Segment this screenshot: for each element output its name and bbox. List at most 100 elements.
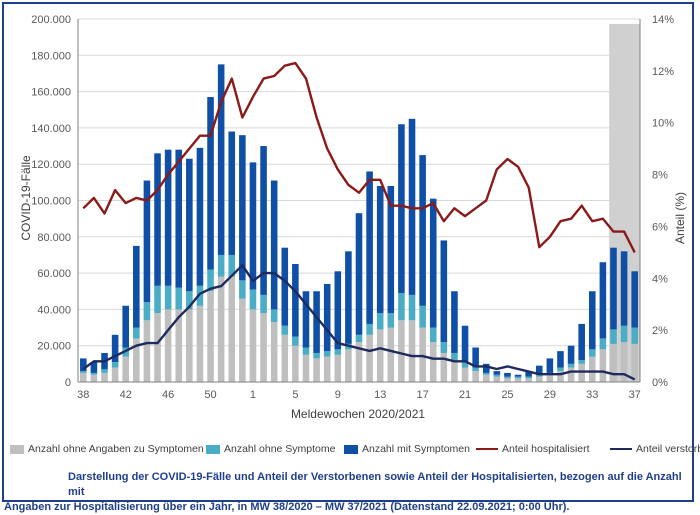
- bar-segment-symptomatic: [164, 149, 172, 286]
- bar-segment-asymptomatic: [111, 362, 119, 368]
- bar-segment-no-info: [196, 305, 204, 382]
- bar-segment-symptomatic: [207, 97, 214, 270]
- caption: Darstellung der COVID-19-Fälle und Antei…: [4, 470, 694, 515]
- bar-segment-asymptomatic: [578, 360, 585, 364]
- bar-segment-no-info: [111, 367, 119, 382]
- bar-segment-no-info: [376, 329, 384, 382]
- legend-label: Anteil hospitalisiert: [502, 443, 590, 455]
- bar-segment-symptomatic: [80, 358, 87, 372]
- bar-segment-no-info: [260, 313, 267, 382]
- bar-segment-asymptomatic: [239, 280, 246, 299]
- bar-segment-symptomatic: [387, 185, 395, 314]
- bar-segment-asymptomatic: [387, 313, 395, 328]
- bar-segment-symptomatic: [504, 372, 511, 377]
- bar-segment-symptomatic: [143, 180, 151, 303]
- bar-segment-asymptomatic: [196, 285, 204, 306]
- bar-segment-no-info: [355, 342, 363, 382]
- bar-segment-symptomatic: [567, 345, 575, 364]
- bar-segment-no-info: [440, 352, 448, 382]
- bar-segment-asymptomatic: [323, 351, 331, 357]
- bar-segment-symptomatic: [281, 247, 289, 326]
- y2-axis-title: Anteil (%): [673, 192, 687, 244]
- bar-segment-no-info: [334, 354, 342, 382]
- bar-segment-no-info: [101, 372, 108, 382]
- bar-segment-no-info: [387, 327, 395, 382]
- bar-segment-symptomatic: [260, 146, 267, 295]
- legend-item: Anteil verstorben: [610, 443, 700, 455]
- bar-segment-no-info: [217, 276, 225, 382]
- x-tick-label: 25: [501, 389, 513, 401]
- y-tick-label: 160.000: [31, 87, 71, 99]
- bar-segment-asymptomatic: [80, 371, 87, 373]
- bar-segment-symptomatic: [111, 334, 119, 363]
- bar-segment-no-info: [493, 376, 501, 382]
- y-tick-label: 0: [65, 377, 71, 389]
- bar-segment-asymptomatic: [514, 376, 522, 379]
- bar-segment-no-info: [472, 371, 479, 382]
- bar-segment-symptomatic: [154, 153, 161, 286]
- bar-segment-asymptomatic: [90, 372, 98, 375]
- legend-swatch: [206, 444, 220, 454]
- bar-segment-no-info: [228, 276, 236, 382]
- bar-segment-asymptomatic: [451, 352, 458, 361]
- bar-segment-no-info: [80, 372, 87, 382]
- bar-segment-symptomatic: [228, 131, 236, 255]
- y2-tick-label: 8%: [652, 170, 668, 182]
- legend-swatch: [344, 444, 358, 454]
- y2-tick-label: 6%: [652, 221, 668, 233]
- bar-segment-no-info: [525, 378, 532, 382]
- bar-segment-no-info: [610, 343, 617, 382]
- bar-segment-symptomatic: [408, 118, 416, 295]
- bar-segment-asymptomatic: [631, 327, 638, 344]
- bar-segment-symptomatic: [270, 180, 278, 310]
- bar-segment-no-info: [567, 367, 575, 382]
- bar-segment-symptomatic: [196, 147, 204, 286]
- bar-segment-no-info: [429, 342, 437, 382]
- bar-segment-no-info: [631, 343, 638, 382]
- legend-label: Anteil verstorben: [636, 443, 700, 455]
- bar-segment-symptomatic: [493, 371, 501, 375]
- bar-segment-symptomatic: [578, 323, 585, 361]
- bar-segment-asymptomatic: [567, 363, 575, 368]
- bar-segment-asymptomatic: [260, 294, 267, 314]
- bar-segment-symptomatic: [292, 264, 299, 337]
- bar-segment-symptomatic: [313, 291, 320, 353]
- x-tick-label: 17: [416, 389, 428, 401]
- bar-segment-symptomatic: [610, 247, 617, 330]
- bar-segment-symptomatic: [451, 291, 458, 353]
- bar-segment-symptomatic: [620, 251, 628, 326]
- bar-segment-asymptomatic: [186, 291, 193, 310]
- bar-segment-symptomatic: [429, 198, 437, 328]
- bar-segment-asymptomatic: [143, 302, 151, 321]
- bar-segment-no-info: [451, 360, 458, 382]
- bar-segment-symptomatic: [239, 135, 246, 281]
- bar-segment-symptomatic: [461, 325, 469, 363]
- legend: Anzahl ohne Angaben zu Symptomen Anzahl o…: [10, 443, 700, 459]
- bar-segment-no-info: [143, 320, 151, 382]
- bar-segment-symptomatic: [122, 305, 130, 348]
- x-tick-label: 9: [335, 389, 341, 401]
- bar-segment-asymptomatic: [398, 293, 405, 321]
- bar-segment-asymptomatic: [461, 362, 469, 368]
- bar-segment-asymptomatic: [525, 376, 532, 379]
- bar-segment-no-info: [366, 334, 373, 382]
- bar-segment-no-info: [419, 327, 426, 382]
- x-tick-label: 42: [120, 389, 132, 401]
- legend-swatch: [476, 448, 498, 450]
- bar-segment-symptomatic: [345, 251, 352, 344]
- bar-segment-asymptomatic: [440, 342, 448, 353]
- bar-segment-no-info: [620, 342, 628, 382]
- y2-tick-label: 12%: [652, 66, 674, 78]
- bar-segment-asymptomatic: [334, 349, 342, 355]
- bar-segment-symptomatic: [366, 171, 373, 324]
- bar-segment-asymptomatic: [292, 336, 299, 346]
- bar-segment-asymptomatic: [101, 369, 108, 373]
- bar-segment-symptomatic: [525, 371, 532, 377]
- y2-tick-label: 14%: [652, 14, 674, 26]
- bar-segment-asymptomatic: [588, 349, 596, 357]
- bar-segment-no-info: [207, 291, 214, 382]
- x-tick-label: 21: [459, 389, 471, 401]
- caption-line-1: Darstellung der COVID-19-Fälle und Antei…: [68, 471, 682, 498]
- bar-segment-symptomatic: [631, 271, 638, 328]
- bar-segment-no-info: [186, 309, 193, 382]
